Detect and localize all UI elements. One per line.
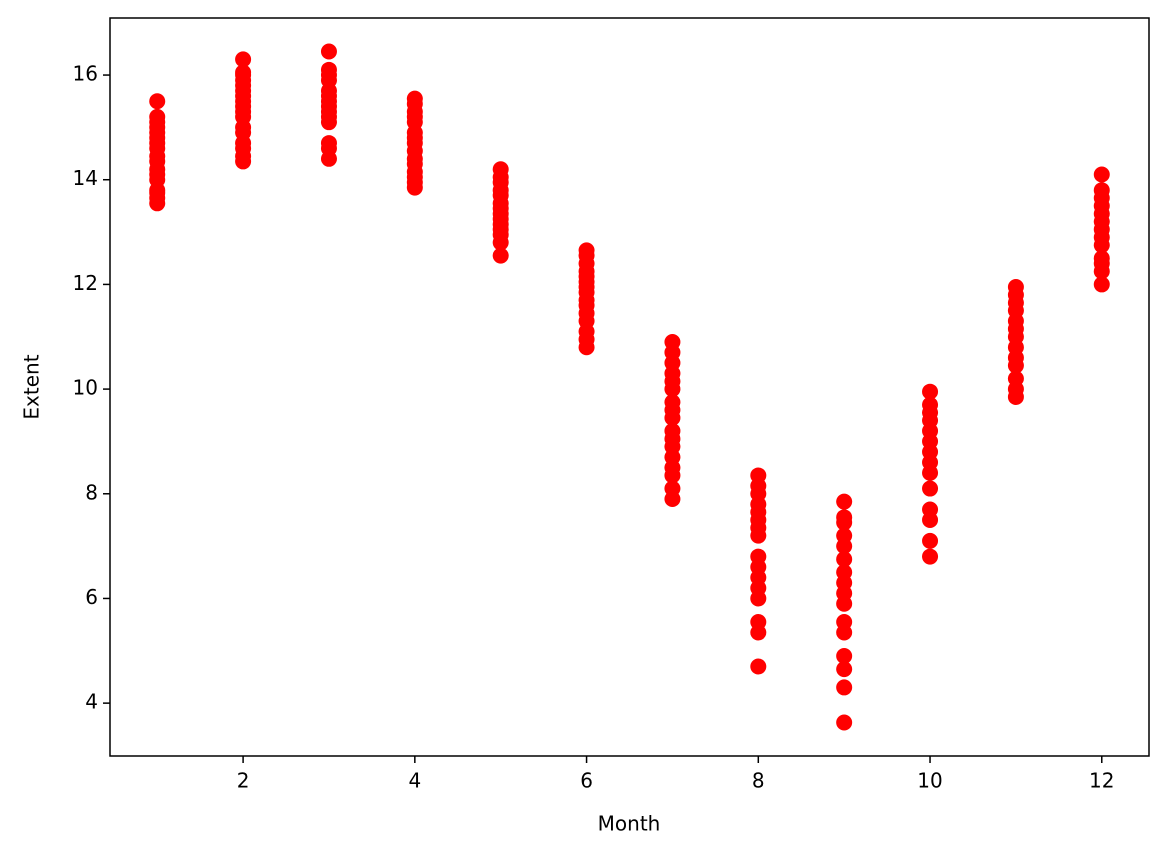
point bbox=[492, 161, 509, 178]
y-tick-label: 6 bbox=[85, 585, 98, 609]
point bbox=[664, 480, 681, 497]
point bbox=[922, 501, 939, 518]
point bbox=[664, 333, 681, 350]
point bbox=[836, 714, 853, 731]
point bbox=[664, 422, 681, 439]
point bbox=[922, 396, 939, 413]
y-tick-label: 16 bbox=[73, 62, 98, 86]
point bbox=[235, 64, 252, 81]
y-tick-label: 4 bbox=[85, 690, 98, 714]
point bbox=[922, 383, 939, 400]
x-tick-label: 10 bbox=[917, 769, 942, 793]
point bbox=[578, 242, 595, 259]
x-tick-label: 8 bbox=[752, 769, 765, 793]
y-tick-label: 14 bbox=[73, 166, 98, 190]
point bbox=[1007, 279, 1024, 296]
point bbox=[836, 661, 853, 678]
point bbox=[664, 394, 681, 411]
point bbox=[922, 532, 939, 549]
point bbox=[320, 43, 337, 60]
x-tick-label: 12 bbox=[1089, 769, 1114, 793]
point bbox=[836, 493, 853, 510]
y-tick-label: 8 bbox=[85, 480, 98, 504]
point bbox=[1093, 250, 1110, 267]
point bbox=[836, 648, 853, 665]
point bbox=[1007, 370, 1024, 387]
point bbox=[836, 614, 853, 631]
point bbox=[750, 614, 767, 631]
point bbox=[750, 658, 767, 675]
point bbox=[750, 467, 767, 484]
point bbox=[922, 548, 939, 565]
y-axis-label: Extent bbox=[20, 354, 44, 419]
point bbox=[406, 90, 423, 107]
x-tick-label: 2 bbox=[237, 769, 250, 793]
point bbox=[922, 480, 939, 497]
y-tick-label: 10 bbox=[73, 376, 98, 400]
x-axis-label: Month bbox=[598, 812, 661, 836]
point bbox=[1093, 166, 1110, 183]
point bbox=[836, 679, 853, 696]
point bbox=[836, 551, 853, 568]
point bbox=[1093, 276, 1110, 293]
y-tick-label: 12 bbox=[73, 271, 98, 295]
point bbox=[235, 51, 252, 68]
point bbox=[320, 61, 337, 78]
point bbox=[836, 527, 853, 544]
point bbox=[320, 135, 337, 152]
plot-frame bbox=[109, 17, 1150, 757]
point bbox=[836, 564, 853, 581]
point bbox=[149, 93, 166, 110]
point bbox=[149, 108, 166, 125]
point bbox=[750, 548, 767, 565]
point bbox=[492, 247, 509, 264]
x-tick-label: 6 bbox=[580, 769, 593, 793]
x-tick-label: 4 bbox=[408, 769, 421, 793]
point bbox=[836, 509, 853, 526]
point bbox=[1093, 182, 1110, 199]
